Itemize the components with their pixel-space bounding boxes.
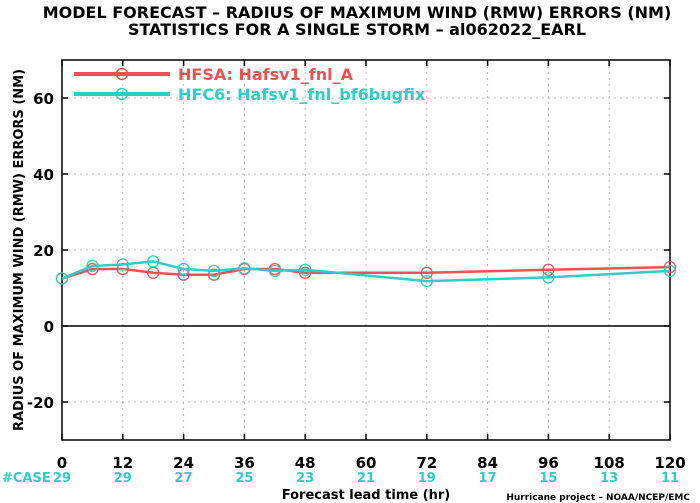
series-1-point <box>207 264 221 278</box>
case-count: 19 <box>418 471 436 486</box>
x-tick-label: 60 <box>356 454 377 472</box>
case-count: 13 <box>600 471 618 486</box>
series-1-point <box>116 258 129 271</box>
y-tick-label: 40 <box>33 166 54 184</box>
x-tick-label: 120 <box>654 454 685 472</box>
y-tick-label: 20 <box>33 242 54 260</box>
series-1-point <box>268 264 281 278</box>
chart-title-line-2: STATISTICS FOR A SINGLE STORM – al062022… <box>128 20 586 39</box>
case-row-label: #CASE <box>2 471 51 486</box>
case-count: 17 <box>479 471 497 486</box>
series-1-point <box>55 272 69 285</box>
case-count: 29 <box>53 471 71 486</box>
chart-title-line-1: MODEL FORECAST – RADIUS OF MAXIMUM WIND … <box>43 3 672 22</box>
series-1-point <box>238 262 251 275</box>
x-tick-label: 36 <box>234 454 255 472</box>
case-count: 27 <box>175 471 193 486</box>
legend-hfc6-marker <box>115 87 129 101</box>
x-tick-label: 12 <box>112 454 133 472</box>
x-tick-label: 24 <box>173 454 194 472</box>
x-tick-label: 84 <box>477 454 498 472</box>
series-0-point <box>663 260 677 274</box>
legend-hfsa-marker <box>115 67 129 81</box>
y-axis-label: RADIUS OF MAXIMUM WIND (RMW) ERRORS (NM) <box>12 69 27 431</box>
case-count: 23 <box>296 471 314 486</box>
series-1-point <box>542 271 555 284</box>
x-tick-labels: 0 12 24 36 48 60 72 84 96 108 120 <box>57 454 686 472</box>
series-1-point <box>299 263 312 276</box>
case-count: 11 <box>661 471 679 486</box>
x-tick-label: 72 <box>416 454 437 472</box>
case-counts: 29 29 27 25 23 21 19 17 15 13 11 <box>53 471 679 486</box>
x-tick-label: 108 <box>594 454 625 472</box>
case-count: 29 <box>114 471 132 486</box>
series-1-point <box>177 262 190 276</box>
case-count: 15 <box>539 471 557 486</box>
x-tick-label: 0 <box>57 454 67 472</box>
series-0-point <box>542 263 555 276</box>
case-count: 21 <box>357 471 375 486</box>
y-tick-label: 0 <box>44 318 54 336</box>
y-tick-label: -20 <box>27 394 54 412</box>
series-1-point <box>420 275 433 288</box>
tick-marks <box>61 60 671 440</box>
credit-text: Hurricane project – NOAA/NCEP/EMC <box>506 493 690 503</box>
series-0-point <box>299 266 312 279</box>
x-tick-label: 48 <box>295 454 316 472</box>
grid <box>62 60 670 440</box>
y-tick-labels: -20 0 20 40 60 <box>27 90 54 412</box>
series-1-point <box>147 255 160 268</box>
legend: HFSA: Hafsv1_fnl_A HFC6: Hafsv1_fnl_bf6b… <box>74 65 426 104</box>
y-tick-label: 60 <box>33 90 54 108</box>
x-tick-label: 96 <box>538 454 559 472</box>
series-0-point <box>207 268 221 281</box>
series-1-point <box>663 264 677 278</box>
series-0-point <box>420 266 433 279</box>
legend-hfc6-label: HFC6: Hafsv1_fnl_bf6bugfix <box>178 85 426 104</box>
x-axis-label: Forecast lead time (hr) <box>282 488 450 503</box>
series-layer <box>55 255 677 288</box>
case-count: 25 <box>235 471 253 486</box>
series-1-point <box>86 259 99 273</box>
legend-hfsa-label: HFSA: Hafsv1_fnl_A <box>178 65 354 84</box>
